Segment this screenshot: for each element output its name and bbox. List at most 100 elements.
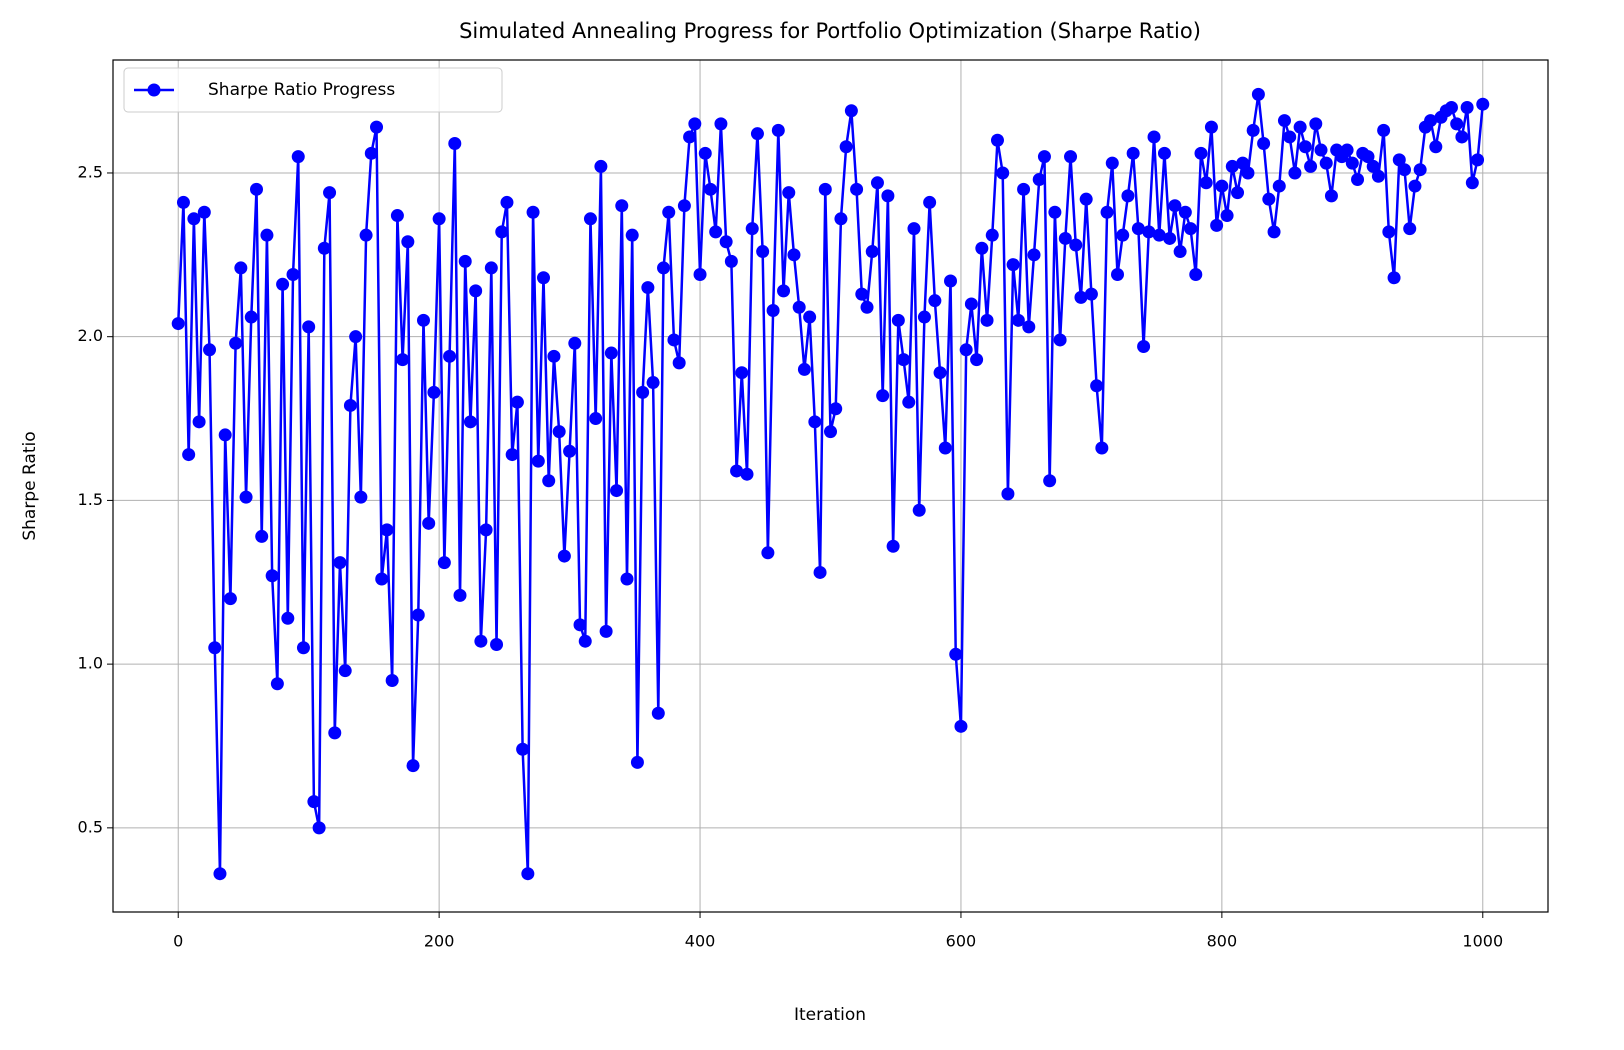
data-point bbox=[443, 349, 457, 363]
data-point bbox=[1225, 159, 1239, 173]
data-point bbox=[469, 284, 483, 298]
data-point bbox=[281, 611, 295, 625]
data-point bbox=[244, 310, 258, 324]
data-point bbox=[860, 300, 874, 314]
data-point bbox=[1251, 87, 1265, 101]
data-point bbox=[396, 353, 410, 367]
data-point bbox=[907, 222, 921, 236]
data-point bbox=[1231, 186, 1245, 200]
x-tick-label: 600 bbox=[946, 932, 977, 951]
y-tick-label: 1.5 bbox=[78, 490, 103, 509]
data-point bbox=[1199, 176, 1213, 190]
data-point bbox=[1069, 238, 1083, 252]
data-point bbox=[589, 412, 603, 426]
chart-title: Simulated Annealing Progress for Portfol… bbox=[459, 19, 1201, 43]
x-axis-label: Iteration bbox=[794, 1005, 866, 1025]
data-point bbox=[1288, 166, 1302, 180]
data-point bbox=[735, 366, 749, 380]
data-point bbox=[416, 313, 430, 327]
data-point bbox=[709, 225, 723, 239]
data-point bbox=[521, 867, 535, 881]
data-point bbox=[730, 464, 744, 478]
data-point bbox=[1152, 228, 1166, 242]
data-point bbox=[1476, 97, 1490, 111]
data-point bbox=[902, 395, 916, 409]
data-point bbox=[1392, 153, 1406, 167]
data-point bbox=[912, 503, 926, 517]
data-point bbox=[782, 186, 796, 200]
data-point bbox=[1006, 258, 1020, 272]
legend-box bbox=[123, 67, 503, 113]
data-point bbox=[1387, 271, 1401, 285]
data-point bbox=[437, 556, 451, 570]
x-tick-label: 400 bbox=[685, 932, 716, 951]
data-point bbox=[1189, 267, 1203, 281]
data-point bbox=[234, 261, 248, 275]
data-point bbox=[479, 523, 493, 537]
data-point bbox=[453, 588, 467, 602]
data-point bbox=[1351, 173, 1365, 187]
data-point bbox=[891, 313, 905, 327]
data-point bbox=[578, 634, 592, 648]
data-point bbox=[740, 467, 754, 481]
data-point bbox=[970, 353, 984, 367]
data-point bbox=[490, 637, 504, 651]
data-point bbox=[1157, 146, 1171, 160]
data-point bbox=[1084, 287, 1098, 301]
y-tick-label: 2.0 bbox=[78, 326, 103, 345]
data-point bbox=[876, 389, 890, 403]
data-point bbox=[1319, 156, 1333, 170]
data-point bbox=[1304, 159, 1318, 173]
data-point bbox=[255, 529, 269, 543]
data-point bbox=[197, 205, 211, 219]
data-point bbox=[500, 195, 514, 209]
data-point bbox=[917, 310, 931, 324]
data-point bbox=[531, 454, 545, 468]
data-point bbox=[1032, 173, 1046, 187]
data-point bbox=[630, 755, 644, 769]
data-point bbox=[1116, 228, 1130, 242]
data-point bbox=[317, 241, 331, 255]
data-point bbox=[302, 320, 316, 334]
data-point bbox=[844, 104, 858, 118]
y-axis-label: Sharpe Ratio bbox=[20, 431, 40, 540]
data-point bbox=[745, 222, 759, 236]
data-point bbox=[1173, 245, 1187, 259]
data-point bbox=[1398, 163, 1411, 177]
y-tick-label: 1.0 bbox=[78, 654, 103, 673]
legend-label: Sharpe Ratio Progress bbox=[208, 80, 395, 100]
data-point bbox=[839, 140, 853, 154]
data-point bbox=[526, 205, 540, 219]
data-point bbox=[370, 120, 384, 134]
data-point bbox=[818, 182, 832, 196]
data-point bbox=[1424, 114, 1438, 128]
data-point bbox=[1455, 130, 1469, 144]
data-point bbox=[1460, 100, 1474, 114]
data-point bbox=[276, 277, 290, 291]
data-point bbox=[688, 117, 702, 131]
data-point bbox=[1236, 156, 1250, 170]
data-point bbox=[432, 212, 446, 226]
data-point bbox=[933, 366, 947, 380]
data-point bbox=[1272, 179, 1286, 193]
data-point bbox=[448, 136, 462, 150]
x-tick-label: 0 bbox=[173, 932, 183, 951]
data-point bbox=[176, 195, 190, 209]
data-point bbox=[787, 248, 801, 262]
data-point bbox=[990, 133, 1004, 147]
x-tick-label: 800 bbox=[1207, 932, 1238, 951]
data-point bbox=[1064, 150, 1078, 164]
x-tick-label: 1000 bbox=[1462, 932, 1503, 951]
data-point bbox=[1366, 159, 1380, 173]
data-point bbox=[1048, 205, 1062, 219]
data-point bbox=[641, 281, 655, 295]
data-point bbox=[996, 166, 1010, 180]
data-point bbox=[750, 127, 764, 141]
data-point bbox=[667, 333, 681, 347]
data-point bbox=[1408, 179, 1422, 193]
data-point bbox=[250, 182, 263, 196]
data-point bbox=[568, 336, 582, 350]
data-point bbox=[411, 608, 425, 622]
data-point bbox=[1105, 156, 1119, 170]
data-point bbox=[223, 592, 237, 606]
